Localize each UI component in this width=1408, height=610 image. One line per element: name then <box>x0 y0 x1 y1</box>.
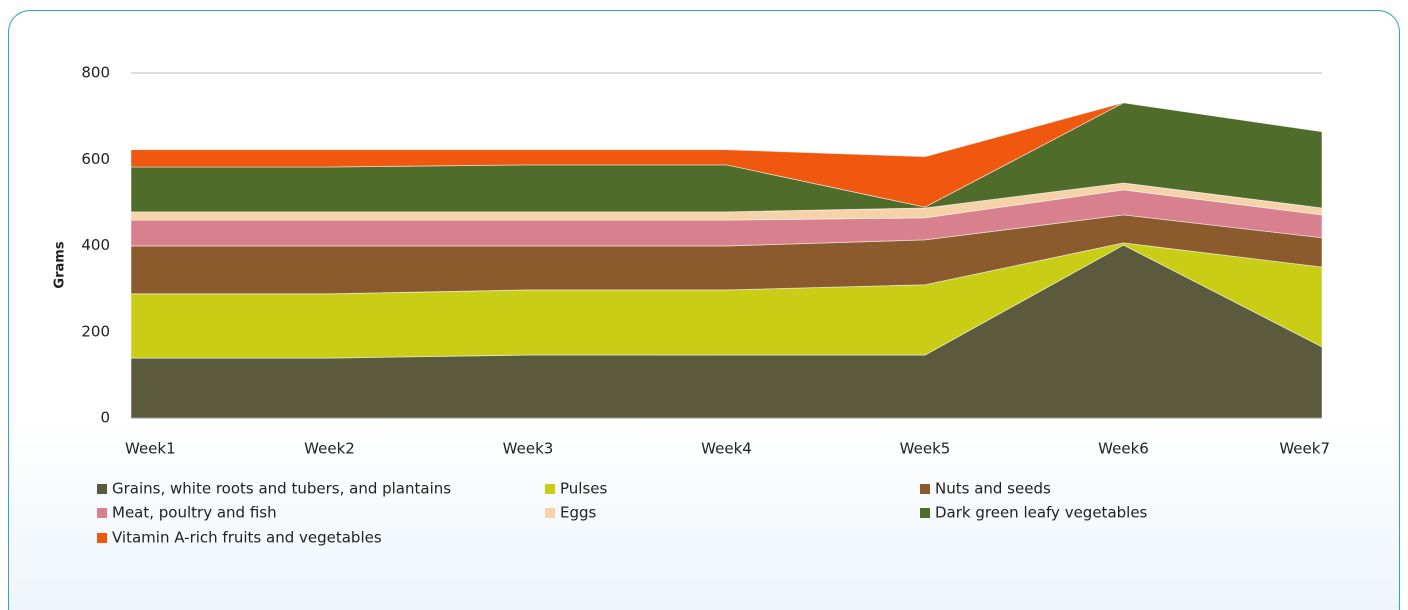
x-tick-label: Week2 <box>304 440 355 458</box>
legend-label: Meat, poultry and fish <box>112 504 277 522</box>
legend-label: Nuts and seeds <box>935 480 1051 498</box>
legend-label: Grains, white roots and tubers, and plan… <box>112 480 451 498</box>
y-tick-label: 400 <box>81 236 110 254</box>
legend-swatch <box>545 508 555 518</box>
x-tick-label: Week6 <box>1098 440 1149 458</box>
x-tick-label: Week4 <box>701 440 752 458</box>
y-tick-label: 600 <box>81 150 110 168</box>
y-tick-label: 0 <box>100 409 110 427</box>
x-tick-label: Week3 <box>503 440 554 458</box>
y-axis-label: Grams <box>53 241 68 288</box>
legend-swatch <box>97 533 107 543</box>
legend-swatch <box>545 484 555 494</box>
legend-label: Eggs <box>560 504 597 522</box>
legend-swatch <box>97 508 107 518</box>
x-tick-label: Week5 <box>900 440 951 458</box>
legend-label: Dark green leafy vegetables <box>935 504 1148 522</box>
y-tick-label: 200 <box>81 322 110 340</box>
legend-label: Vitamin A-rich fruits and vegetables <box>112 529 382 547</box>
legend-label: Pulses <box>560 480 607 498</box>
x-tick-label: Week1 <box>125 440 176 458</box>
area <box>130 102 1323 208</box>
x-tick-label: Week7 <box>1279 440 1330 458</box>
legend-swatch <box>97 484 107 494</box>
legend-swatch <box>920 484 930 494</box>
legend-swatch <box>920 508 930 518</box>
y-tick-label: 800 <box>81 64 110 82</box>
